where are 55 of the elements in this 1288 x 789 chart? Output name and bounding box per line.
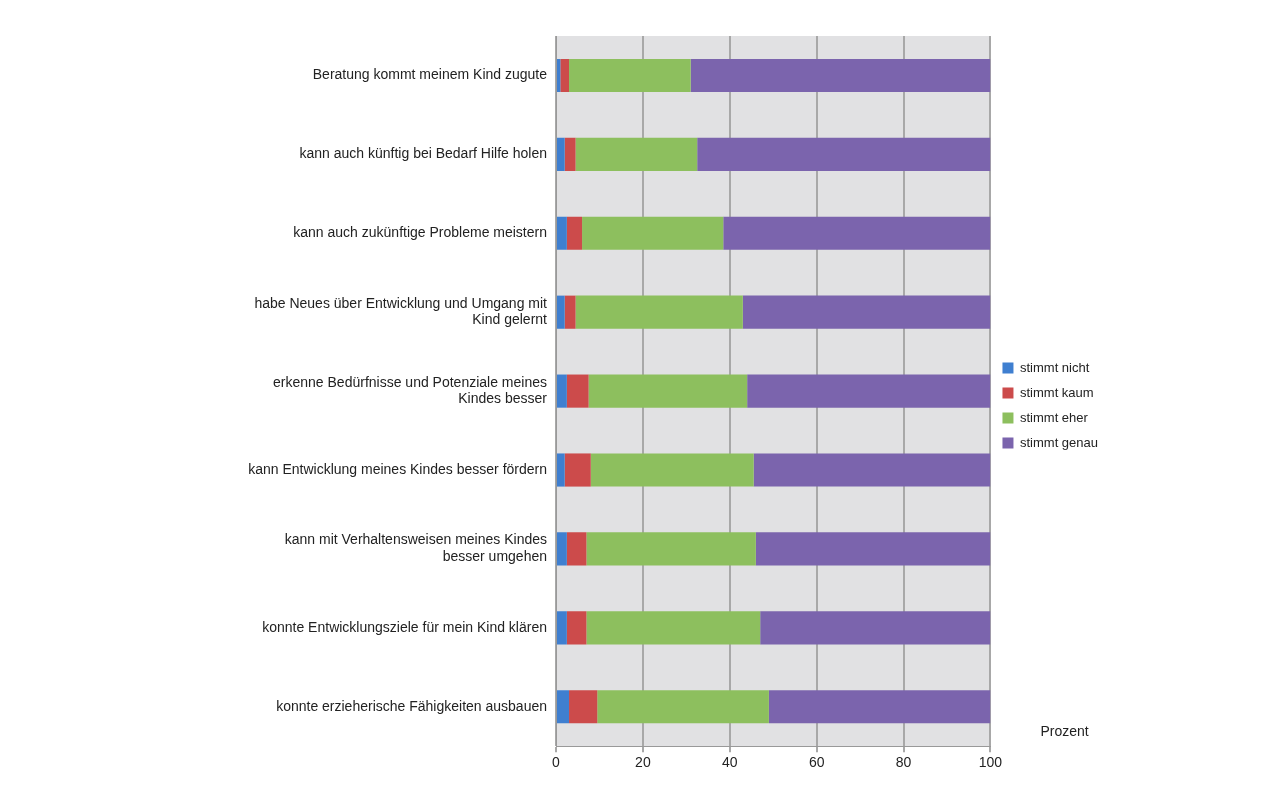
legend-label: stimmt kaum [1019,384,1094,400]
bar [588,374,748,408]
bar [564,137,576,171]
bar [557,216,567,250]
bar [564,453,591,487]
x-tick-label: 100 [978,754,1003,771]
y-tick-label: konnte erzieherische Fähigkeiten ausbauen [276,697,547,714]
legend-label: stimmt nicht [1019,359,1090,375]
bar [566,611,587,645]
bar [747,374,991,408]
bar [557,374,567,408]
y-tick-label: Beratung kommt meinem Kind zugute [312,66,548,83]
bar [557,532,567,566]
bar [575,137,698,171]
bar [566,532,587,566]
bar [697,137,991,171]
x-axis-title: Prozent [1040,723,1089,740]
bar [586,611,761,645]
legend-label: stimmt genau [1019,434,1099,450]
bar [690,58,991,93]
bar [557,690,570,724]
bar [575,295,743,329]
bar [760,611,991,645]
y-tick-label: kann Entwicklung meines Kindes besser fördern [248,460,547,477]
x-tick-label: 0 [552,754,561,771]
bar [560,58,570,93]
bar [557,295,565,329]
y-tick-label: kann auch künftig bei Bedarf Hilfe holen [299,145,547,162]
x-tick-label: 40 [722,754,738,771]
bar [566,374,589,408]
bar [557,611,567,645]
y-tick-label: konnte Entwicklungsziele für mein Kind klären [262,618,547,635]
x-tick-label: 20 [635,754,651,771]
bar [569,690,598,724]
bar [597,690,769,724]
y-tick-label: kann auch zukünftige Probleme meistern [293,224,547,241]
x-tick-label: 60 [808,754,825,771]
legend-label: stimmt eher [1019,409,1089,425]
bar [755,532,991,566]
bar [566,216,583,250]
y-tick-label: habe Neues über Entwicklung und Umgang mit Kind gelernt [254,294,548,328]
y-tick-label: erkenne Bedürfnisse und Potenziale meines Kindes besser [273,373,548,407]
x-tick-label: 80 [895,754,912,771]
bar [586,532,756,566]
bar [723,216,991,250]
bar [590,453,754,487]
bar [569,58,691,93]
bar [564,295,576,329]
bar [557,453,565,487]
bar [753,453,991,487]
y-tick-label: kann mit Verhaltensweisen meines Kindes besser umgehen [284,531,547,565]
bar [742,295,991,329]
bar [768,690,991,724]
bar [557,137,565,171]
bar [582,216,724,250]
